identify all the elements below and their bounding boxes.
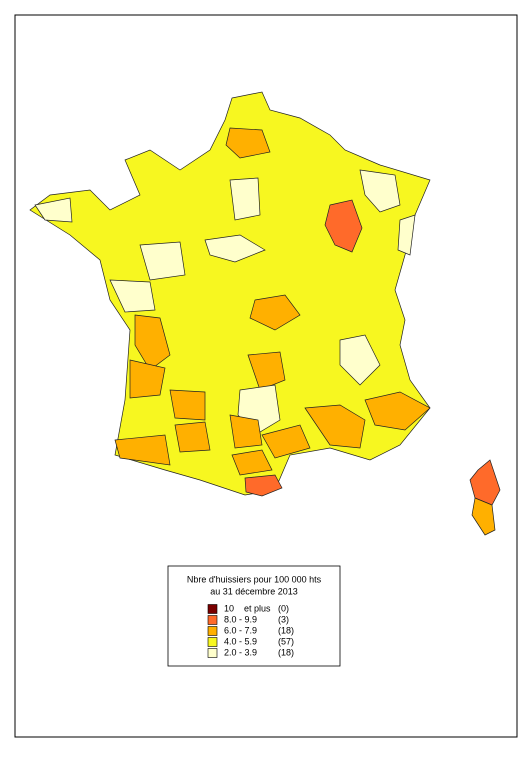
region — [134, 314, 171, 371]
region — [169, 389, 206, 421]
legend-swatch — [207, 637, 218, 647]
region — [174, 421, 211, 453]
legend-label: 10 et plus — [224, 603, 271, 613]
legend-subtitle: au 31 décembre 2013 — [210, 586, 298, 596]
region — [304, 404, 366, 449]
region — [397, 214, 416, 256]
region — [324, 199, 363, 253]
legend-count: (0) — [278, 603, 289, 613]
legend-box — [167, 565, 341, 667]
legend-swatch — [207, 604, 218, 614]
region — [339, 334, 381, 386]
legend-label: 6.0 - 7.9 — [224, 625, 257, 635]
legend-label: 8.0 - 9.9 — [224, 614, 257, 624]
region — [139, 241, 186, 281]
region — [129, 359, 166, 399]
region — [244, 474, 283, 497]
legend-swatch — [207, 648, 218, 658]
region — [364, 391, 431, 431]
legend-label: 2.0 - 3.9 — [224, 647, 257, 657]
region — [359, 169, 401, 213]
region — [204, 234, 266, 263]
map-france — [29, 91, 501, 536]
region — [249, 294, 301, 331]
region — [247, 351, 286, 391]
region — [261, 424, 311, 459]
region — [231, 449, 273, 476]
region — [34, 197, 73, 223]
region — [109, 279, 156, 313]
legend-swatch — [207, 615, 218, 625]
corsica-south — [471, 497, 496, 536]
legend-count: (18) — [278, 647, 294, 657]
legend-count: (3) — [278, 614, 289, 624]
region — [114, 434, 171, 466]
legend: Nbre d'huissiers pour 100 000 hts au 31 … — [167, 565, 341, 667]
region — [229, 177, 261, 221]
region — [229, 414, 263, 449]
legend-title: Nbre d'huissiers pour 100 000 hts — [187, 574, 322, 584]
legend-count: (18) — [278, 625, 294, 635]
legend-count: (57) — [278, 636, 294, 646]
region — [225, 127, 271, 159]
legend-swatch — [207, 626, 218, 636]
legend-label: 4.0 - 5.9 — [224, 636, 257, 646]
